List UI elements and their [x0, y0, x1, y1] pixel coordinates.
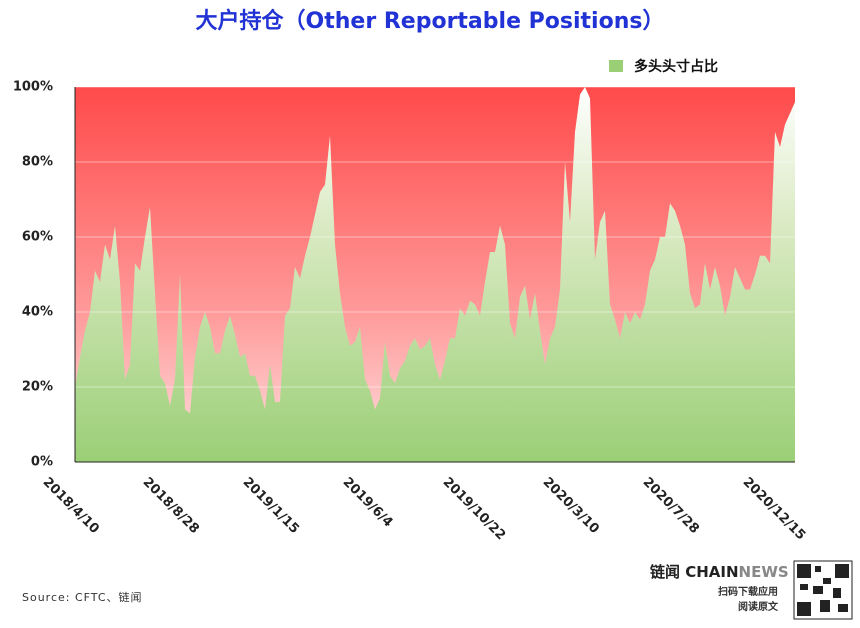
brand-b: NEWS	[739, 563, 789, 581]
x-tick-label: 2019/10/22	[440, 475, 508, 543]
x-tick-label: 2019/6/4	[340, 475, 396, 531]
legend-label: 多头头寸占比	[634, 58, 718, 75]
y-tick-label: 40%	[22, 305, 53, 320]
x-tick-label: 2018/8/28	[140, 475, 202, 537]
qr-code	[793, 560, 853, 620]
y-tick-label: 80%	[22, 155, 53, 170]
y-tick-label: 60%	[22, 230, 53, 245]
x-tick-label: 2020/7/28	[640, 475, 702, 537]
y-tick-label: 100%	[13, 80, 53, 95]
brand-a: 链闻 CHAIN	[650, 563, 739, 581]
y-tick-label: 0%	[31, 455, 53, 470]
download-text: 扫码下载应用	[718, 585, 778, 598]
y-tick-label: 20%	[22, 380, 53, 395]
x-tick-label: 2018/4/10	[40, 475, 102, 537]
chart-title: 大户持仓（Other Reportable Positions）	[196, 8, 665, 34]
x-tick-label: 2019/1/15	[240, 475, 302, 537]
area	[75, 87, 795, 462]
x-tick-label: 2020/3/10	[540, 475, 602, 537]
legend-swatch	[609, 60, 623, 72]
x-tick-label: 2020/12/15	[740, 475, 808, 543]
source: Source: CFTC、链闻	[22, 590, 143, 604]
brand: 链闻 CHAINNEWS	[650, 563, 789, 581]
read-text: 阅读原文	[738, 600, 779, 613]
